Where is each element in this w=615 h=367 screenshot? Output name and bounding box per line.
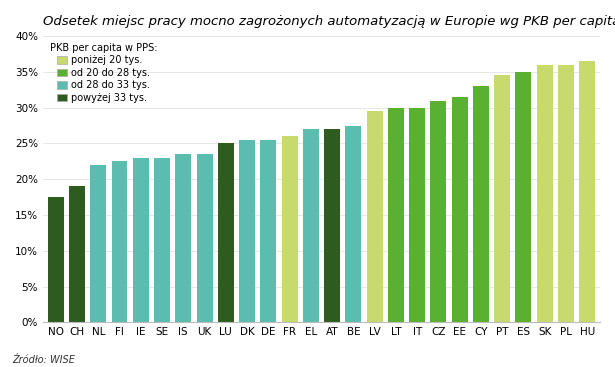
Bar	[346, 126, 362, 323]
Bar	[133, 158, 149, 323]
Bar	[515, 72, 531, 323]
Text: Źródło: WISE: Źródło: WISE	[12, 355, 75, 365]
Bar	[324, 129, 340, 323]
Bar	[260, 140, 276, 323]
Bar	[558, 65, 574, 323]
Bar	[388, 108, 404, 323]
Bar	[451, 97, 467, 323]
Bar	[367, 111, 383, 323]
Bar	[154, 158, 170, 323]
Bar	[197, 154, 213, 323]
Bar	[218, 143, 234, 323]
Bar	[430, 101, 446, 323]
Legend: poniżej 20 tys., od 20 do 28 tys., od 28 do 33 tys., powyżej 33 tys.: poniżej 20 tys., od 20 do 28 tys., od 28…	[48, 41, 159, 105]
Bar	[175, 154, 191, 323]
Bar	[69, 186, 85, 323]
Bar	[303, 129, 319, 323]
Bar	[409, 108, 425, 323]
Bar	[579, 61, 595, 323]
Bar	[282, 136, 298, 323]
Bar	[90, 165, 106, 323]
Bar	[111, 161, 127, 323]
Bar	[473, 86, 489, 323]
Bar	[239, 140, 255, 323]
Bar	[494, 76, 510, 323]
Text: Odsetek miejsc pracy mocno zagrożonych automatyzacją w Europie wg PKB per capita: Odsetek miejsc pracy mocno zagrożonych a…	[43, 15, 615, 28]
Bar	[48, 197, 64, 323]
Bar	[537, 65, 553, 323]
